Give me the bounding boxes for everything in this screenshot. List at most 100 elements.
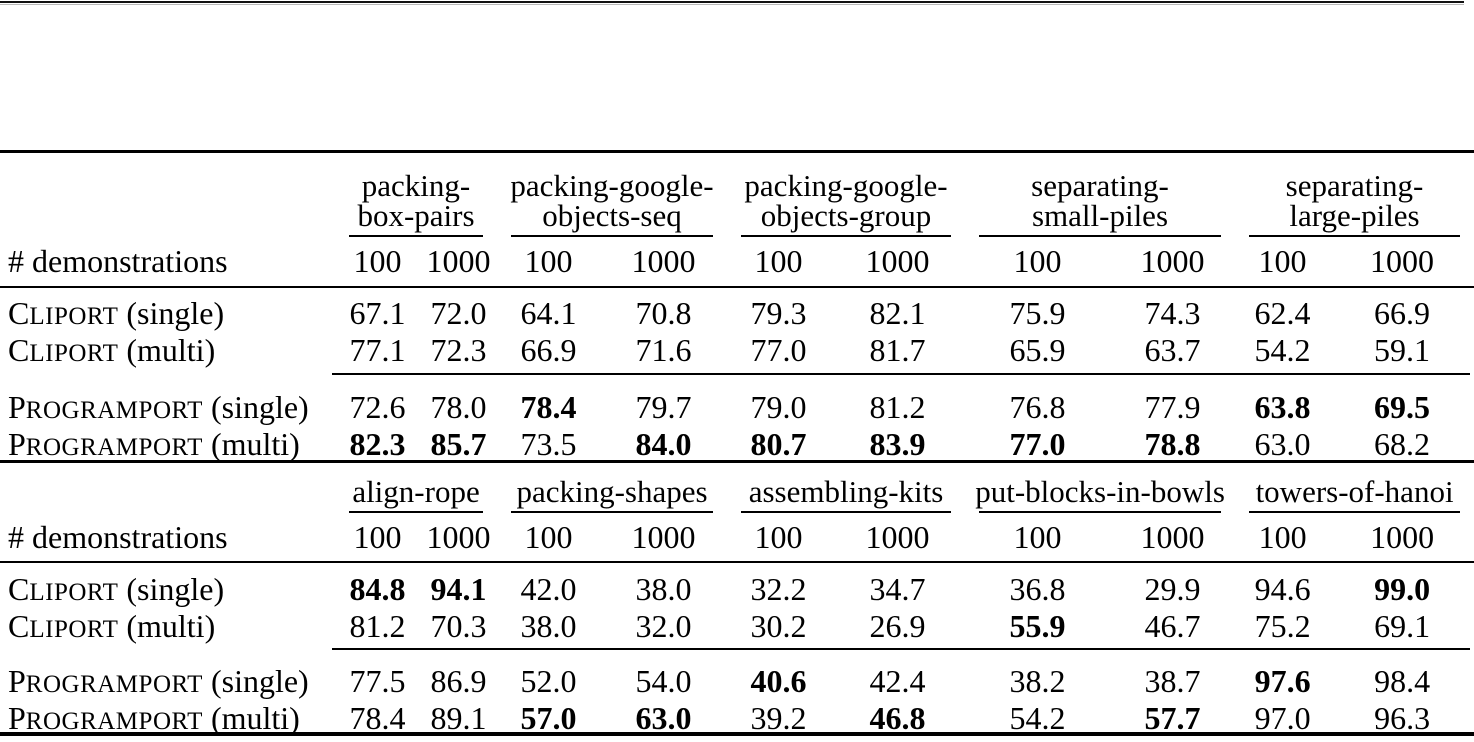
score-cell: 32.0 [635,608,692,644]
group-spacer-row [0,369,1474,389]
model-row: PROGRAMPORT (single) 72.6 78.0 78.4 79.7 … [0,389,1474,426]
score-cell: 82.3 [349,426,406,462]
score-cell: 94.1 [430,571,487,607]
score-cell: 77.0 [1009,426,1066,462]
score-cell: 81.2 [349,608,406,644]
count-header-cell: 100 [965,237,1110,288]
model-row: PROGRAMPORT (multi) 78.4 89.1 57.0 63.0 3… [0,700,1474,737]
task-header-row: align-rope packing-shapes assembling-kit… [0,463,1474,513]
score-cell: 54.2 [1254,332,1311,368]
score-cell: 66.9 [520,332,577,368]
count-header-cell: 1000 [600,237,727,288]
count-header-cell: 100 [727,513,831,563]
model-name-cell: CLIPORT (multi) [0,608,335,645]
task-group-header: packing-shapes [497,463,727,513]
score-cell: 26.9 [869,608,926,644]
task-header-row: packing- box-pairs packing-google- objec… [0,153,1474,237]
model-name-lead: C [8,294,30,331]
task-underline [979,235,1221,237]
score-cell: 96.3 [1374,700,1431,736]
score-cell: 34.7 [869,571,926,607]
score-cell: 86.9 [430,663,487,699]
score-cell: 32.2 [750,571,807,607]
model-row: PROGRAMPORT (multi) 82.3 85.7 73.5 84.0 8… [0,426,1474,463]
score-cell: 97.0 [1254,700,1311,736]
model-name-cell: CLIPORT (multi) [0,332,335,369]
count-header-cell: 100 [335,237,420,288]
count-header-cell: 1000 [830,237,965,288]
score-cell: 52.0 [520,663,577,699]
count-header-cell: 100 [497,237,600,288]
task-name-line: objects-group [760,198,932,233]
page-top-rule [0,1,1464,3]
score-cell: 81.2 [869,389,926,425]
score-cell: 78.8 [1144,426,1201,462]
score-cell: 70.8 [635,294,692,331]
score-cell: 71.6 [635,332,692,368]
task-underline [979,511,1222,513]
model-variant: (multi) [210,426,300,462]
count-header-cell: 100 [727,237,830,288]
task-name-line: packing-google- [744,168,948,203]
spacer-cell [0,369,1474,389]
model-name-rest: LIPORT [29,579,119,606]
model-variant: (single) [126,571,225,607]
model-name-rest: ROGRAMPORT [25,434,203,461]
score-cell: 57.7 [1144,700,1201,736]
midrule-top-table [332,373,1470,375]
score-cell: 30.2 [750,608,807,644]
task-group-header: assembling-kits [727,463,965,513]
results-table-top: packing- box-pairs packing-google- objec… [0,150,1474,463]
task-underline [511,235,713,237]
model-variant: (multi) [126,608,216,644]
score-cell: 79.0 [750,389,807,425]
score-cell: 76.8 [1009,389,1066,425]
score-cell: 54.0 [635,663,692,699]
model-name-rest: ROGRAMPORT [25,708,203,735]
count-header-cell: 1000 [1330,513,1474,563]
score-cell: 82.1 [869,294,926,331]
model-name-lead: P [8,389,26,425]
model-name-cell: PROGRAMPORT (single) [0,663,335,700]
model-row: CLIPORT (single) 84.8 94.1 42.0 38.0 32.2… [0,563,1474,608]
demo-count-label: # demonstrations [0,513,335,563]
task-underline [1249,511,1461,513]
empty-corner-cell [0,153,335,237]
model-name-lead: P [8,426,26,462]
task-name-line: packing-google- [510,168,714,203]
task-name-line: small-piles [1031,198,1169,233]
task-underline [511,511,714,513]
task-group-header: packing- box-pairs [335,153,497,237]
score-cell: 72.3 [430,332,487,368]
model-name-rest: LIPORT [29,616,119,643]
task-name: separating- large-piles [1235,170,1474,231]
score-cell: 38.0 [635,571,692,607]
model-name-lead: P [8,663,26,699]
score-cell: 69.5 [1374,389,1430,425]
model-name-lead: C [8,332,30,368]
score-cell: 57.0 [520,700,577,736]
score-cell: 55.9 [1009,608,1066,644]
score-cell: 84.8 [349,571,406,607]
score-cell: 80.7 [750,426,807,462]
score-cell: 97.6 [1254,663,1311,699]
score-cell: 98.4 [1374,663,1431,699]
task-name-line: separating- [1031,168,1169,203]
model-row: CLIPORT (multi) 81.2 70.3 38.0 32.0 30.2 … [0,608,1474,645]
score-cell: 63.0 [1254,426,1311,462]
count-header-cell: 1000 [830,513,966,563]
midrule-bottom-table [332,648,1470,650]
score-cell: 77.0 [750,332,807,368]
score-cell: 72.6 [349,389,406,425]
score-cell: 77.5 [349,663,406,699]
task-group-header: packing-google- objects-group [727,153,965,237]
task-name: packing-google- objects-seq [497,168,727,231]
score-cell: 29.9 [1144,571,1201,607]
score-cell: 79.7 [635,389,692,425]
score-cell: 72.0 [430,294,487,331]
count-header-cell: 1000 [420,513,498,563]
score-cell: 64.1 [520,294,577,331]
score-cell: 85.7 [430,426,487,462]
score-cell: 78.4 [349,700,406,736]
score-cell: 73.5 [520,426,577,462]
